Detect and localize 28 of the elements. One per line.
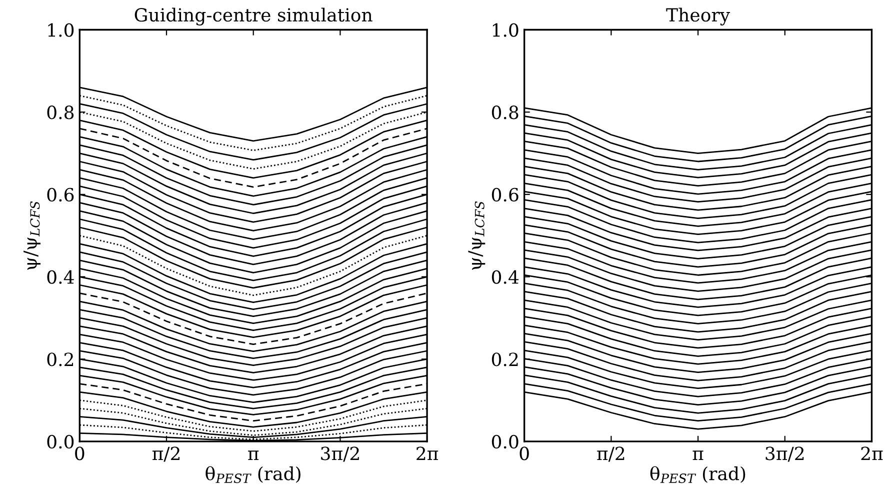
y-tick-label: 0.0 [492,434,518,449]
y-tick-label: 1.0 [492,23,518,37]
x-tick-label: π/2 [152,446,180,462]
y-axis-title: ψ/ψ$_{LCFS}$ [24,201,40,270]
y-tick-label: 0.6 [47,188,74,202]
x-tick-label: π/2 [597,446,624,462]
y-tick-label: 0.2 [492,352,518,366]
x-tick-label: 3π/2 [321,446,359,462]
chart-title: Theory [666,8,730,26]
x-tick-label: 3π/2 [766,446,804,462]
y-tick-label: 0.8 [492,106,518,120]
y-tick-label: 0.0 [47,434,74,449]
x-tick-label: π [692,450,704,460]
x-tick-label: 2π [861,446,883,460]
x-axis-title: θ$_{PEST}$ (rad) [650,466,746,484]
x-axis-title: θ$_{PEST}$ (rad) [206,466,300,484]
y-tick-label: 1.0 [48,23,74,37]
y-tick-label: 0.2 [47,352,74,366]
y-tick-label: 0.4 [492,270,519,284]
y-tick-label: 0.8 [47,106,74,120]
x-tick-label: 0 [520,446,529,460]
y-tick-label: 0.6 [492,188,518,202]
chart-title: Guiding-centre simulation [134,8,372,26]
y-axis-title: ψ/ψ$_{LCFS}$ [468,201,486,270]
x-tick-label: 0 [75,446,84,460]
x-tick-label: π [248,450,259,460]
y-tick-label: 0.4 [47,270,74,284]
x-tick-label: 2π [416,446,438,460]
